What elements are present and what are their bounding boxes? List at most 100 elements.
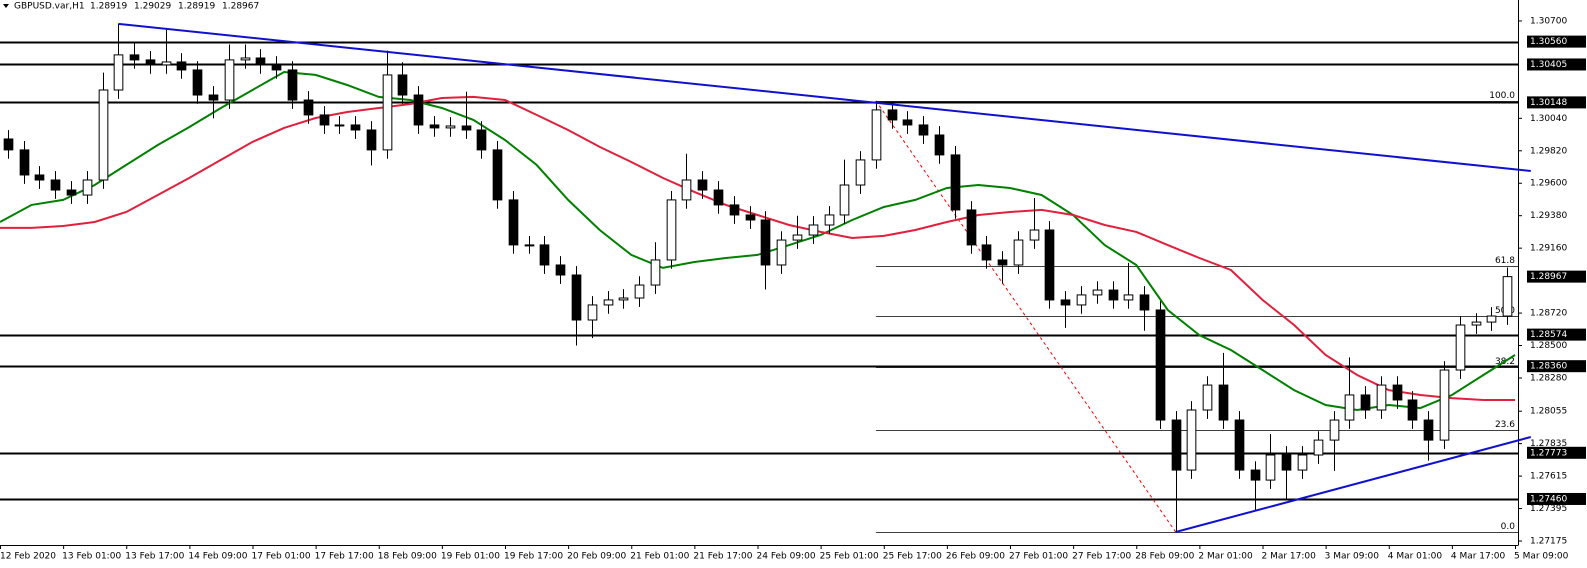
candle-body (224, 59, 235, 101)
candle-body (918, 124, 929, 136)
x-tick-label: 14 Feb 09:00 (188, 552, 247, 562)
candle-body (271, 64, 282, 71)
x-tick-label: 12 Feb 2020 (0, 552, 56, 562)
candle-body (855, 159, 866, 186)
x-tick-label: 20 Feb 09:00 (567, 552, 626, 562)
candle-body (1502, 276, 1513, 317)
candle-body (824, 214, 835, 226)
candle-body (1155, 309, 1166, 421)
candle-body (1186, 409, 1197, 471)
candle-body (1171, 419, 1182, 471)
x-tick-label: 27 Feb 17:00 (1072, 552, 1131, 562)
symbol: GBPUSD.var,H1 (14, 2, 85, 12)
candle-body (1471, 321, 1482, 326)
candle-body (461, 125, 472, 131)
candle-body (476, 129, 487, 151)
x-tick-label: 21 Feb 17:00 (693, 552, 752, 562)
y-tick-label: 1.28055 (1530, 407, 1567, 417)
candle-body (1250, 469, 1261, 481)
candle-body (571, 274, 582, 321)
level-label-box (1527, 328, 1586, 341)
y-tick-label: 1.27835 (1530, 439, 1567, 449)
level-label-box (1527, 492, 1586, 505)
candle-body (713, 189, 724, 206)
candle-body (1455, 324, 1466, 371)
candle-body (1044, 229, 1055, 301)
x-tick-label: 18 Feb 09:00 (378, 552, 437, 562)
y-tick-label: 1.28500 (1530, 341, 1567, 351)
candle-body (934, 134, 945, 156)
trendline (1175, 436, 1532, 533)
candle-body (192, 69, 203, 96)
header-value: 1.29029 (134, 2, 171, 12)
level-label: 1.30405 (1530, 60, 1567, 70)
candle-body (319, 114, 330, 126)
candle-body (839, 184, 850, 216)
candle-body (603, 299, 614, 306)
candle-body (681, 179, 692, 201)
candle-body (902, 119, 913, 126)
y-tick-label: 1.28280 (1530, 373, 1567, 383)
trendline (118, 22, 1531, 172)
candle-body (1060, 299, 1071, 306)
candle-body (997, 259, 1008, 266)
candle-body (697, 179, 708, 191)
candle-body (1029, 229, 1040, 241)
candle-body (1423, 419, 1434, 441)
candle-body (429, 124, 440, 129)
candle-body (808, 224, 819, 236)
moving-average (0, 70, 1516, 412)
price-label-box (1527, 270, 1586, 283)
x-tick-label: 17 Feb 01:00 (252, 552, 311, 562)
candle-body (19, 149, 30, 176)
candle-body (492, 149, 503, 201)
candle-body (1076, 294, 1087, 306)
x-tick-label: 21 Feb 01:00 (630, 552, 689, 562)
x-tick-label: 25 Feb 01:00 (820, 552, 879, 562)
x-tick-label: 3 Mar 09:00 (1325, 552, 1380, 562)
candle-body (397, 74, 408, 96)
level-label-box (1527, 96, 1586, 109)
candle-body (34, 174, 45, 181)
x-tick-label: 13 Feb 17:00 (125, 552, 184, 562)
candle-body (1108, 289, 1119, 301)
candle-body (634, 284, 645, 299)
level-label: 1.28360 (1530, 362, 1567, 372)
x-tick-label: 2 Mar 17:00 (1262, 552, 1317, 562)
level-label-box (1527, 35, 1586, 48)
candle-body (887, 109, 898, 121)
candle-body (1139, 294, 1150, 311)
fib-label: 23.6 (1495, 420, 1515, 430)
candle-body (792, 234, 803, 241)
candle-body (1281, 454, 1292, 471)
y-tick-label: 1.27615 (1530, 472, 1567, 482)
candle-body (760, 219, 771, 266)
menu-triangle (3, 4, 9, 8)
candle-body (382, 74, 393, 151)
candle-body (255, 57, 266, 66)
candle-body (1013, 239, 1024, 266)
candle-body (981, 244, 992, 261)
y-tick-label: 1.29380 (1530, 211, 1567, 221)
candle-body (1313, 439, 1324, 456)
fib-label: 0.0 (1501, 522, 1516, 532)
x-tick-label: 19 Feb 01:00 (441, 552, 500, 562)
moving-average (0, 95, 1515, 401)
header-value: 1.28919 (90, 2, 127, 12)
candle-body (539, 244, 550, 266)
candle-body (650, 259, 661, 286)
candle-body (1376, 384, 1387, 411)
y-tick-label: 1.28720 (1530, 309, 1567, 319)
fib-label: 61.8 (1495, 256, 1515, 266)
candle-body (587, 304, 598, 321)
x-tick-label: 27 Feb 01:00 (1009, 552, 1068, 562)
y-tick-label: 1.29160 (1530, 244, 1567, 254)
x-tick-label: 4 Mar 01:00 (1388, 552, 1443, 562)
candle-body (303, 99, 314, 116)
candle-body (1344, 394, 1355, 421)
x-tick-label: 17 Feb 17:00 (315, 552, 374, 562)
level-label: 1.30560 (1530, 37, 1567, 47)
candle-body (618, 297, 629, 301)
